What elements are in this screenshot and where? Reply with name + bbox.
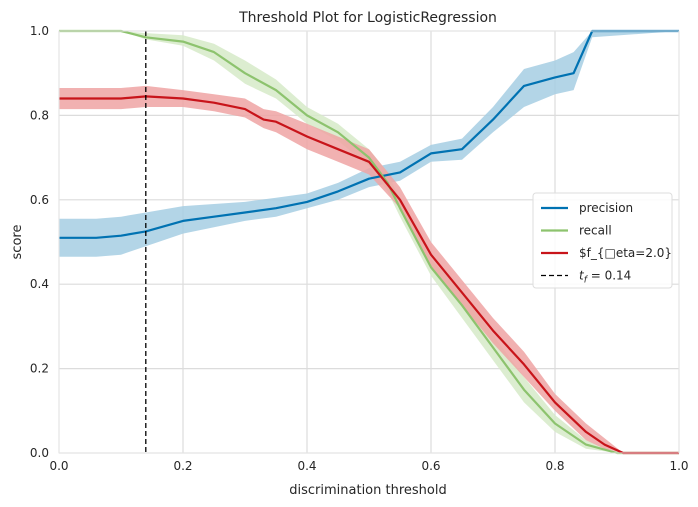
axes-frame [58, 30, 680, 454]
y-tick-label: 0.0 [30, 446, 49, 460]
legend-label: $f_{□eta=2.0} [579, 246, 672, 260]
y-tick-label: 0.2 [30, 362, 49, 376]
legend-box [532, 192, 673, 289]
y-tick-label: 0.6 [30, 193, 49, 207]
x-tick-labels: 0.0 0.2 0.4 0.6 0.8 1.0 [49, 459, 688, 473]
legend-label: precision [579, 201, 633, 215]
series-lines [59, 29, 679, 455]
axes-border [58, 30, 680, 454]
legend: precision recall $f_{□eta=2.0}tf = 0.14 [532, 192, 673, 289]
legend-threshold-value: = 0.14 [587, 269, 631, 283]
legend-threshold-symbol: t [579, 269, 585, 283]
x-axis-title: discrimination threshold [289, 483, 446, 498]
legend-label: recall [579, 224, 612, 238]
y-tick-label: 0.8 [30, 108, 49, 122]
chart-title: Threshold Plot for LogisticRegression [238, 10, 497, 26]
y-axis-title: score [10, 225, 25, 260]
x-tick-label: 1.0 [669, 459, 688, 473]
y-tick-label: 1.0 [30, 24, 49, 38]
line-precision [59, 29, 679, 239]
y-tick-labels: 0.0 0.2 0.4 0.6 0.8 1.0 [30, 24, 49, 460]
x-tick-label: 0.8 [545, 459, 564, 473]
x-tick-label: 0.2 [173, 459, 192, 473]
y-tick-label: 0.4 [30, 277, 49, 291]
line-recall [59, 29, 679, 455]
legend-label-threshold: tf = 0.14 [579, 269, 631, 286]
x-tick-label: 0.4 [297, 459, 316, 473]
legend-threshold-subscript: f [584, 276, 589, 286]
x-tick-label: 0.6 [421, 459, 440, 473]
band-feta [59, 85, 679, 454]
x-tick-label: 0.0 [49, 459, 68, 473]
line-feta [59, 95, 679, 455]
